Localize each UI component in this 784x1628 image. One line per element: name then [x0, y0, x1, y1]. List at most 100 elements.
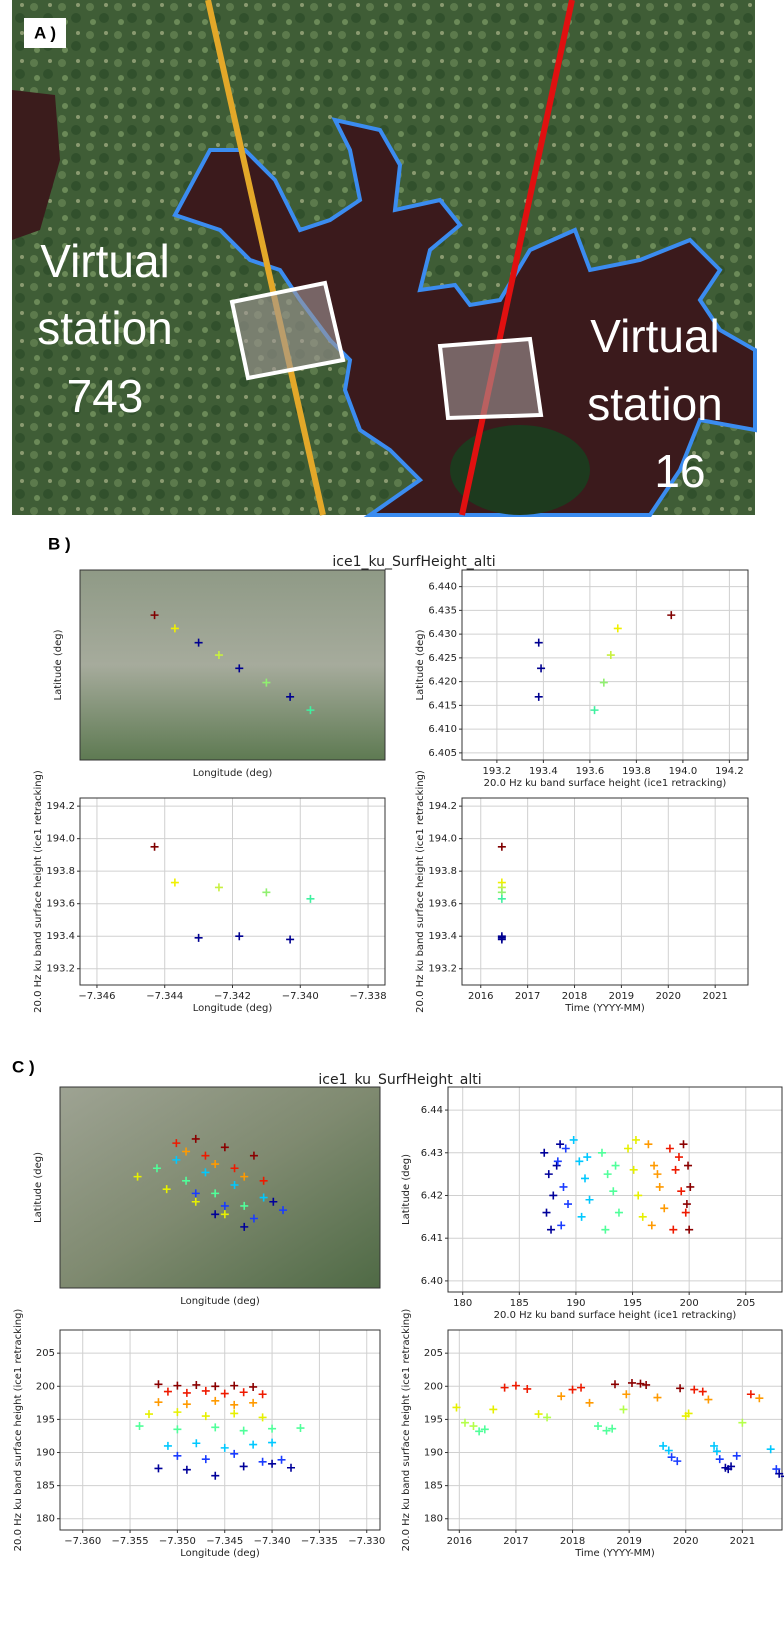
- annotation: station: [37, 302, 173, 354]
- marker: [674, 1153, 683, 1162]
- x-tick-label: 2019: [609, 991, 634, 1002]
- marker: [173, 1381, 182, 1390]
- y-tick-label: 195: [36, 1414, 55, 1425]
- marker: [698, 1387, 707, 1396]
- x-tick-label: 193.8: [622, 766, 651, 777]
- x-tick-label: 185: [510, 1298, 529, 1309]
- marker: [667, 1453, 676, 1462]
- marker: [647, 1221, 656, 1230]
- marker: [534, 692, 543, 701]
- marker: [173, 1451, 182, 1460]
- plot-frame: [79, 797, 386, 986]
- marker: [170, 878, 179, 887]
- x-tick-label: 2020: [656, 991, 681, 1002]
- marker: [279, 1206, 288, 1215]
- marker: [677, 1187, 686, 1196]
- marker: [590, 706, 599, 715]
- x-axis-label: Time (YYYY-MM): [574, 1548, 655, 1559]
- marker: [599, 678, 608, 687]
- marker: [614, 1208, 623, 1217]
- marker: [523, 1384, 532, 1393]
- y-tick-label: 205: [36, 1348, 55, 1359]
- map-background: [80, 570, 385, 760]
- marker: [150, 842, 159, 851]
- x-tick-label: −7.345: [206, 1536, 243, 1547]
- marker: [201, 1151, 210, 1160]
- marker: [240, 1172, 249, 1181]
- marker: [201, 1386, 210, 1395]
- marker: [636, 1379, 645, 1388]
- marker: [685, 1225, 694, 1234]
- y-tick-label: 6.430: [428, 629, 457, 640]
- marker: [619, 1405, 628, 1414]
- marker: [715, 1455, 724, 1464]
- y-tick-label: 180: [36, 1514, 55, 1525]
- marker: [172, 1155, 181, 1164]
- marker: [553, 1157, 562, 1166]
- marker: [211, 1423, 220, 1432]
- marker: [653, 1170, 662, 1179]
- panel-label: C ): [12, 1057, 35, 1076]
- y-tick-label: 6.405: [428, 748, 457, 759]
- marker: [269, 1197, 278, 1206]
- y-axis-label: Latitude (deg): [33, 1152, 44, 1223]
- marker: [624, 1144, 633, 1153]
- marker: [235, 932, 244, 941]
- marker: [220, 1443, 229, 1452]
- marker: [732, 1451, 741, 1460]
- marker: [211, 1189, 220, 1198]
- marker: [173, 1408, 182, 1417]
- marker: [239, 1426, 248, 1435]
- marker: [583, 1153, 592, 1162]
- marker: [240, 1201, 249, 1210]
- marker: [659, 1441, 668, 1450]
- marker: [780, 1475, 784, 1478]
- marker: [240, 1222, 249, 1231]
- x-tick-label: −7.346: [78, 991, 115, 1002]
- marker: [173, 1425, 182, 1434]
- plot-frame: [447, 1329, 783, 1531]
- marker: [211, 1471, 220, 1480]
- panel-title: ice1_ku_SurfHeight_alti: [332, 554, 495, 570]
- marker: [540, 1148, 549, 1157]
- marker: [585, 1398, 594, 1407]
- marker: [154, 1380, 163, 1389]
- marker: [608, 1424, 617, 1433]
- panel-label: A ): [34, 23, 56, 42]
- x-tick-label: 193.4: [529, 766, 558, 777]
- x-axis-label: Longitude (deg): [193, 768, 273, 779]
- marker: [258, 1413, 267, 1422]
- marker: [259, 1193, 268, 1202]
- marker: [684, 1161, 693, 1170]
- marker: [144, 1410, 153, 1419]
- annotation: station: [587, 378, 723, 430]
- marker: [544, 1170, 553, 1179]
- plot-frame: [59, 1329, 381, 1531]
- marker: [287, 1463, 296, 1472]
- y-tick-label: 6.410: [428, 724, 457, 735]
- marker: [564, 1200, 573, 1209]
- y-tick-label: 6.44: [421, 1105, 443, 1116]
- y-tick-label: 6.425: [428, 653, 457, 664]
- y-tick-label: 200: [36, 1381, 55, 1392]
- marker: [712, 1447, 721, 1456]
- y-axis-label: 20.0 Hz ku band surface height (ice1 ret…: [401, 1309, 412, 1552]
- x-tick-label: 2018: [562, 991, 587, 1002]
- marker: [775, 1469, 784, 1478]
- x-axis-label: Longitude (deg): [180, 1296, 260, 1307]
- marker: [497, 935, 506, 944]
- marker: [191, 1197, 200, 1206]
- y-axis-label: 20.0 Hz ku band surface height (ice1 ret…: [13, 1309, 24, 1552]
- y-tick-label: 6.420: [428, 677, 457, 688]
- x-tick-label: −7.355: [112, 1536, 149, 1547]
- plot-frame: [79, 569, 386, 761]
- marker: [681, 1208, 690, 1217]
- marker: [249, 1398, 258, 1407]
- plot-frame: [461, 569, 749, 761]
- marker: [601, 1225, 610, 1234]
- marker: [192, 1380, 201, 1389]
- marker: [772, 1465, 781, 1474]
- marker: [480, 1425, 489, 1434]
- marker: [497, 842, 506, 851]
